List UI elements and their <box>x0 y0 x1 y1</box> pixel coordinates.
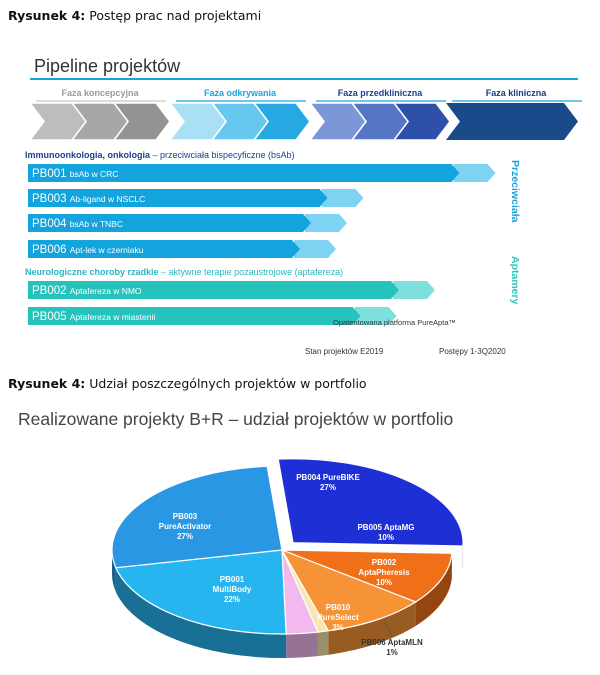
group-heading-rest: – przeciwciała bispecyficzne (bsAb) <box>150 150 295 160</box>
project-label: PB004 bsAb w TNBC <box>32 218 123 230</box>
pie-slice <box>281 549 453 603</box>
pie-slice <box>280 548 417 632</box>
project-bar <box>28 164 460 182</box>
pie-label: PB001 <box>220 575 245 584</box>
pie-label: 27% <box>177 532 193 541</box>
project-code: PB005 <box>32 311 70 323</box>
project-bar <box>28 307 361 325</box>
figure2-caption-label: Rysunek 4: <box>8 376 86 391</box>
pie-label: PB010 <box>326 603 351 612</box>
project-label: PB003 Ab-ligand w NSCLC <box>32 193 145 205</box>
pie-label: 22% <box>224 595 240 604</box>
pie-slice-side <box>286 632 318 658</box>
pie-title: Realizowane projekty B+R – udział projek… <box>18 409 453 429</box>
group-heading: Neurologiczne choroby rzadkie – aktywne … <box>25 267 343 277</box>
pie-label: PB006 AptaMLN <box>361 638 423 647</box>
pie-label: MultiBody <box>213 585 252 594</box>
pie-label: PB003 <box>173 512 198 521</box>
pie-label: 3% <box>332 623 344 632</box>
project-code: PB002 <box>32 285 70 297</box>
project-name: Apt-lek w czerniaku <box>70 245 144 255</box>
project-bar <box>28 214 311 232</box>
pie-slice-side <box>317 630 329 657</box>
project-label: PB005 Aptafereza w miastenii <box>32 311 155 323</box>
pie-label: 10% <box>376 578 392 587</box>
phase-chevron <box>446 103 578 140</box>
pie-label: 10% <box>378 533 394 542</box>
pie-label: 27% <box>320 483 336 492</box>
pie-label: PB004 PureBIKE <box>296 473 360 482</box>
project-name: Aptafereza w NMO <box>70 286 142 296</box>
project-bar-tail <box>453 164 496 182</box>
project-label: PB001 bsAb w CRC <box>32 168 118 180</box>
pie-slice <box>114 549 287 635</box>
pie-label: PB002 <box>372 558 397 567</box>
project-label: PB002 Aptafereza w NMO <box>32 285 142 297</box>
pipeline-title: Pipeline projektów <box>34 56 181 76</box>
project-bar-tail <box>305 214 347 232</box>
project-name: bsAb w CRC <box>70 169 119 179</box>
pie-slice <box>277 458 464 547</box>
project-bar-tail <box>321 189 364 207</box>
pie-slice <box>111 465 283 569</box>
group-heading: Immunoonkologia, onkologia – przeciwciał… <box>25 150 295 160</box>
phase-label: Faza kliniczna <box>486 88 548 98</box>
pie-slice-side <box>328 601 416 655</box>
pie-label: PureActivator <box>159 522 211 531</box>
pie-slice-side <box>115 567 287 658</box>
project-bar-tail <box>294 240 336 258</box>
figure1-caption-label: Rysunek 4: <box>8 8 86 23</box>
phase-chevron <box>168 102 227 141</box>
phase-chevron <box>28 102 87 141</box>
figure1-caption-text: Postęp prac nad projektami <box>89 8 262 23</box>
project-code: PB003 <box>32 193 70 205</box>
figure1-caption: Rysunek 4: Postęp prac nad projektami <box>8 8 261 23</box>
pie-slice <box>281 549 319 635</box>
project-name: Aptafereza w miastenii <box>70 312 156 322</box>
project-code: PB001 <box>32 168 70 180</box>
project-code: PB004 <box>32 218 70 230</box>
pie-label: PureSelect <box>317 613 359 622</box>
project-bar-tail <box>393 281 435 299</box>
platform-note: Opatentowana platforma PureApta™ <box>333 318 456 327</box>
phase-label: Faza koncepcyjna <box>61 88 139 98</box>
pie-label: PB005 AptaMG <box>357 523 414 532</box>
project-bar <box>28 281 399 299</box>
group-heading-rest: – aktywne terapie pozaustrojowe (aptafer… <box>159 267 344 277</box>
phase-chevron <box>308 102 367 141</box>
figure2-caption: Rysunek 4: Udział poszczególnych projekt… <box>8 376 367 391</box>
side-label: Aptamery <box>509 256 521 305</box>
project-code: PB006 <box>32 244 70 256</box>
group-heading-bold: Immunoonkologia, onkologia <box>25 150 151 160</box>
project-bar <box>28 240 300 258</box>
pipeline-figure: Pipeline projektów Faza koncepcyjna Faza … <box>25 56 582 356</box>
pie-slice-side <box>415 553 452 626</box>
pie-label: 1% <box>386 648 398 657</box>
project-name: Ab-ligand w NSCLC <box>70 194 146 204</box>
project-name: bsAb w TNBC <box>70 219 123 229</box>
pie-label: AptaPheresis <box>358 568 410 577</box>
project-label: PB006 Apt-lek w czerniaku <box>32 244 144 256</box>
pie-slice-side <box>112 550 116 592</box>
side-label: Przeciwciała <box>509 160 521 223</box>
footer-right: Postępy 1-3Q2020 <box>439 347 506 356</box>
project-bar <box>28 189 328 207</box>
footer-left: Stan projektów E2019 <box>305 347 384 356</box>
phase-label: Faza przedkliniczna <box>338 88 424 98</box>
figure2-caption-text: Udział poszczególnych projektów w portfo… <box>89 376 367 391</box>
pie-slice <box>281 549 330 633</box>
pie-leader-line <box>383 619 393 637</box>
project-bar-tail <box>354 307 397 325</box>
phase-label: Faza odkrywania <box>204 88 277 98</box>
group-heading-bold: Neurologiczne choroby rzadkie <box>25 267 159 277</box>
